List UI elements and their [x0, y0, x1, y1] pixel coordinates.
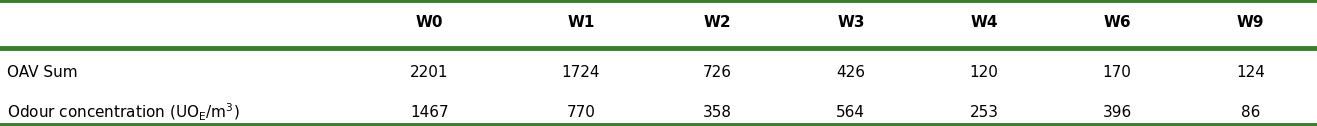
- Text: W6: W6: [1104, 15, 1131, 30]
- Text: W2: W2: [703, 15, 731, 30]
- Text: 1467: 1467: [410, 105, 449, 120]
- Text: W4: W4: [971, 15, 998, 30]
- Text: W9: W9: [1237, 15, 1264, 30]
- Text: 358: 358: [703, 105, 732, 120]
- Text: 726: 726: [703, 65, 732, 80]
- Text: OAV Sum: OAV Sum: [8, 65, 78, 80]
- Text: 120: 120: [969, 65, 998, 80]
- Text: Odour concentration (UO$_\mathrm{E}$/m$^3$): Odour concentration (UO$_\mathrm{E}$/m$^…: [8, 102, 240, 123]
- Text: 124: 124: [1235, 65, 1264, 80]
- Text: 426: 426: [836, 65, 865, 80]
- Text: 396: 396: [1102, 105, 1131, 120]
- Text: W3: W3: [838, 15, 865, 30]
- Text: 170: 170: [1102, 65, 1131, 80]
- Text: 564: 564: [836, 105, 865, 120]
- Text: 2201: 2201: [410, 65, 448, 80]
- Text: 770: 770: [566, 105, 595, 120]
- Text: W0: W0: [415, 15, 443, 30]
- Text: 1724: 1724: [561, 65, 601, 80]
- Text: W1: W1: [568, 15, 594, 30]
- Text: 253: 253: [969, 105, 998, 120]
- Text: 86: 86: [1241, 105, 1260, 120]
